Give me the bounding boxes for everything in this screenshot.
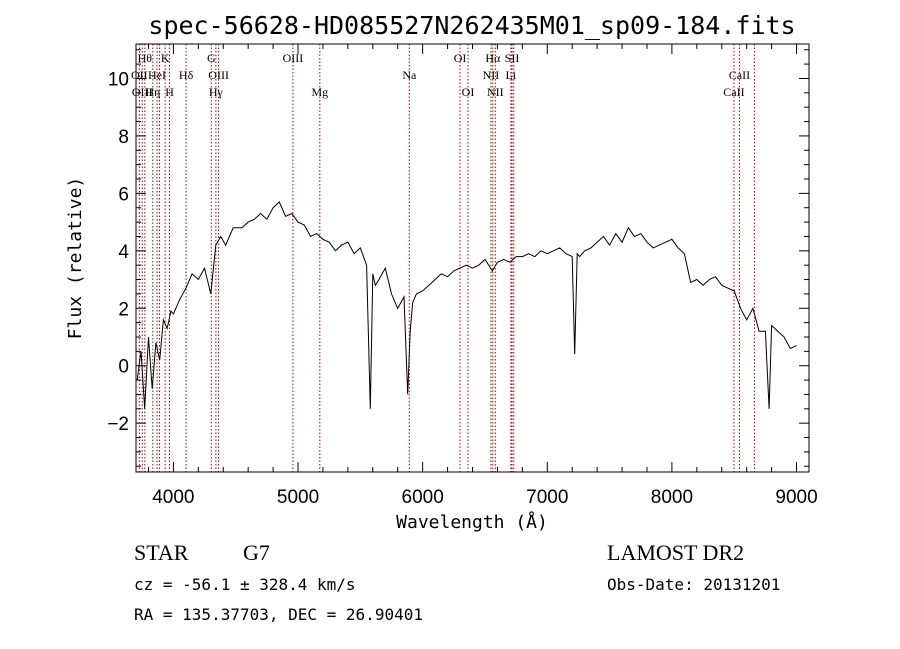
y-tick-label: 8: [118, 127, 129, 148]
x-tick-label: 4000: [152, 487, 194, 508]
spectral-subclass: G7: [243, 540, 270, 565]
x-tick-label: 9000: [775, 487, 817, 508]
marker-label: Na: [402, 68, 417, 82]
x-tick-label: 6000: [402, 487, 444, 508]
marker-label: Li: [506, 68, 517, 82]
plot-frame: [135, 43, 810, 473]
marker-label: Hθ: [138, 51, 153, 65]
x-tick-label: 5000: [277, 487, 319, 508]
marker-label: Hη: [145, 85, 160, 99]
marker-label: Hγ: [209, 85, 224, 99]
marker-label: NII: [487, 85, 504, 99]
marker-label: OIII: [208, 68, 229, 82]
marker-label: H: [165, 85, 174, 99]
chart-title: spec-56628-HD085527N262435M01_sp09-184.f…: [148, 11, 795, 40]
emission-line-markers: [138, 44, 755, 472]
x-tick-label: 7000: [526, 487, 568, 508]
y-tick-label: 0: [118, 357, 129, 378]
marker-label: K: [161, 51, 170, 65]
x-axis-ticks: 4000 5000 6000 7000 8000 9000: [147, 44, 818, 508]
marker-label: CaII: [729, 68, 750, 82]
marker-label: NII: [483, 68, 500, 82]
y-axis-label: Flux (relative): [65, 177, 86, 340]
marker-label: CaII: [723, 85, 744, 99]
x-axis-label: Wavelength (Å): [396, 511, 548, 533]
y-tick-label: −2: [107, 414, 129, 435]
redshift-velocity: cz = -56.1 ± 328.4 km/s: [134, 575, 356, 594]
marker-label: Hδ: [179, 68, 194, 82]
observation-date: Obs-Date: 20131201: [607, 575, 780, 594]
marker-label: SII: [505, 51, 520, 65]
emission-line-labels: OII OIII Hθ Hη HeI K H Hδ G Hγ OIII OIII Mg Na OI OI NII…: [131, 51, 750, 99]
marker-label: OIII: [132, 85, 153, 99]
marker-label: HeI: [148, 68, 166, 82]
survey-name: LAMOST DR2: [607, 540, 744, 565]
marker-label: Mg: [311, 85, 328, 99]
x-tick-label: 8000: [651, 487, 693, 508]
spectrum-line: [136, 201, 797, 409]
marker-label: G: [207, 51, 216, 65]
marker-label: OIII: [283, 51, 304, 65]
marker-label: OI: [454, 51, 467, 65]
object-class: STAR: [134, 540, 189, 565]
marker-label: OII: [131, 68, 148, 82]
y-tick-label: 2: [118, 299, 129, 320]
y-axis-ticks: −2 0 2 4 6 8 10: [107, 49, 809, 467]
y-tick-label: 6: [118, 184, 129, 205]
y-tick-label: 10: [108, 69, 129, 90]
marker-label: Hα: [485, 51, 501, 65]
marker-label: OI: [462, 85, 475, 99]
coordinates: RA = 135.37703, DEC = 26.90401: [134, 605, 423, 624]
y-tick-label: 4: [118, 242, 129, 263]
